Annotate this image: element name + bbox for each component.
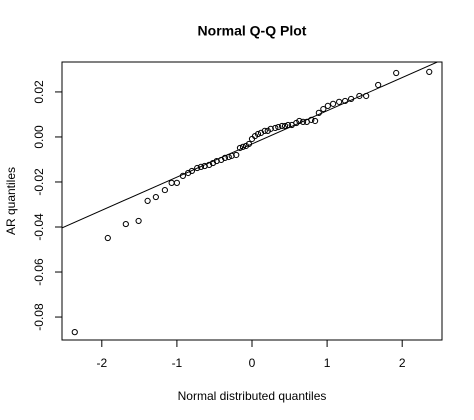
point: [320, 105, 327, 113]
point: [315, 109, 322, 116]
point: [245, 140, 253, 148]
y-tick-label: -0.08: [32, 303, 46, 331]
point: [122, 220, 129, 228]
x-tick-label: 2: [399, 356, 406, 370]
y-axis-label: AR quantiles: [4, 167, 18, 235]
point: [104, 234, 111, 242]
point: [308, 116, 315, 123]
point: [363, 92, 370, 100]
y-tick-label: 0.02: [32, 80, 46, 104]
point: [393, 69, 400, 77]
point: [239, 143, 247, 150]
point: [161, 186, 168, 194]
x-axis-label: Normal distributed quantiles: [178, 389, 327, 403]
point: [188, 167, 196, 175]
point: [173, 179, 181, 186]
y-tick-label: -0.06: [32, 258, 46, 286]
point: [278, 122, 286, 130]
point: [179, 172, 187, 180]
x-tick-label: -2: [96, 356, 107, 370]
point: [197, 163, 205, 170]
point: [272, 124, 279, 132]
plot-area: [62, 62, 439, 336]
point: [296, 117, 303, 125]
point: [206, 161, 213, 168]
y-tick-label: -0.02: [32, 168, 46, 196]
point: [236, 144, 244, 152]
point: [299, 118, 307, 125]
point: [426, 68, 433, 76]
point: [342, 97, 349, 105]
point: [281, 122, 289, 130]
point: [221, 154, 229, 161]
x-tick-label: 1: [324, 356, 331, 370]
chart-title: Normal Q-Q Plot: [198, 23, 307, 39]
plot-frame: [61, 61, 443, 341]
point: [375, 81, 382, 89]
point: [284, 121, 292, 129]
point: [356, 92, 363, 100]
point: [233, 151, 240, 159]
point: [248, 135, 256, 143]
point: [348, 95, 355, 103]
point: [324, 102, 331, 109]
x-tick-label: -1: [172, 356, 183, 370]
point: [228, 152, 235, 159]
point: [194, 164, 201, 172]
point: [330, 100, 337, 107]
point: [311, 117, 319, 125]
point: [267, 125, 274, 132]
point: [152, 193, 159, 201]
point: [71, 329, 78, 336]
point: [254, 130, 262, 138]
x-tick-label: 0: [249, 356, 256, 370]
point: [261, 127, 268, 134]
point: [275, 123, 282, 131]
y-tick-label: -0.04: [32, 213, 46, 241]
point: [225, 153, 232, 161]
point: [135, 217, 142, 225]
point: [336, 98, 343, 105]
point: [168, 179, 175, 186]
y-tick-label: 0.00: [32, 125, 46, 149]
point: [144, 197, 151, 204]
